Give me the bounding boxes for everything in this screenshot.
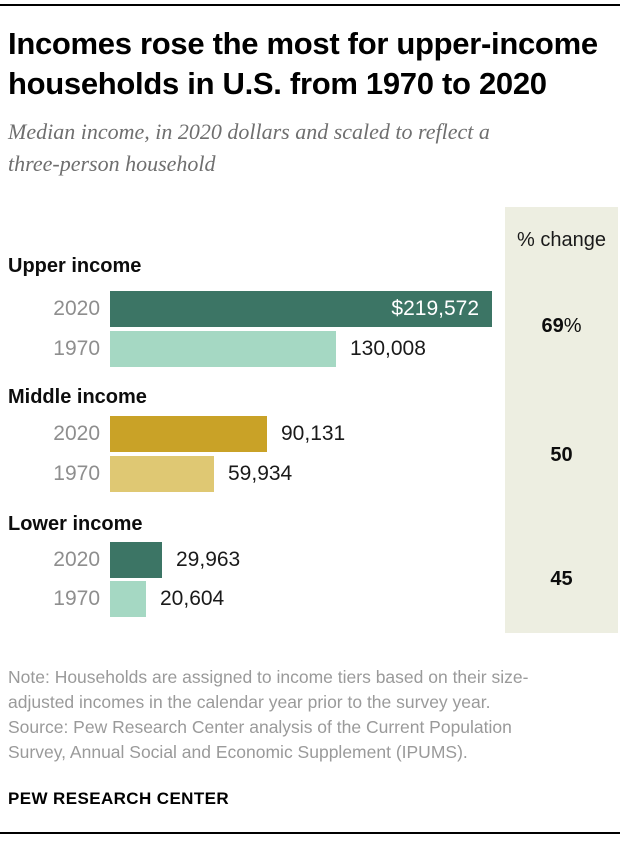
bottom-rule	[0, 832, 620, 834]
chart-subtitle: Median income, in 2020 dollars and scale…	[8, 116, 490, 180]
year-label-1970: 1970	[53, 587, 100, 610]
bar-lower-income-2020	[110, 542, 162, 578]
bar-row-upper-income-1970: 1970 130,008	[0, 331, 620, 367]
value-label-middle-income-1970: 59,934	[228, 462, 293, 485]
subtitle-line-1: Median income, in 2020 dollars and scale…	[8, 119, 490, 144]
title-line-2: households in U.S. from 1970 to 2020	[8, 66, 547, 101]
pct-change-lower-income: 45	[505, 561, 618, 597]
value-label-upper-income-2020: $219,572	[391, 297, 479, 320]
brand-signature: PEW RESEARCH CENTER	[8, 789, 230, 808]
footnote-line-1: Note: Households are assigned to income …	[8, 667, 529, 687]
group-label-middle-income: Middle income	[8, 386, 147, 408]
year-label-2020: 2020	[53, 548, 100, 571]
bar-upper-income-2020	[110, 291, 492, 327]
pct-change-panel	[505, 207, 618, 633]
source-line-1: Source: Pew Research Center analysis of …	[8, 717, 512, 737]
year-label-2020: 2020	[53, 297, 100, 320]
value-label-lower-income-1970: 20,604	[160, 587, 225, 610]
subtitle-line-2: three-person household	[8, 151, 216, 176]
bar-middle-income-1970	[110, 456, 214, 492]
group-label-lower-income: Lower income	[8, 513, 143, 535]
pct-change-number-upper-income: 69	[541, 315, 564, 337]
bar-middle-income-2020	[110, 416, 267, 452]
year-label-1970: 1970	[53, 462, 100, 485]
bar-upper-income-1970	[110, 331, 336, 367]
year-label-2020: 2020	[53, 422, 100, 445]
pct-change-middle-income: 50	[505, 437, 618, 473]
pct-change-number-lower-income: 45	[550, 568, 573, 590]
source-line-2: Survey, Annual Social and Economic Suppl…	[8, 742, 468, 762]
chart-title: Incomes rose the most for upper-income h…	[8, 24, 598, 104]
bar-row-lower-income-1970: 1970 20,604	[0, 581, 620, 617]
bar-lower-income-1970	[110, 581, 146, 617]
bar-row-middle-income-1970: 1970 59,934	[0, 456, 620, 492]
group-label-upper-income: Upper income	[8, 255, 142, 277]
pct-change-column-header: % change	[517, 229, 606, 251]
title-line-1: Incomes rose the most for upper-income	[8, 26, 598, 61]
value-label-lower-income-2020: 29,963	[176, 548, 241, 571]
footnote-block: Note: Households are assigned to income …	[8, 665, 528, 765]
bar-row-upper-income-2020: 2020 $219,572	[0, 291, 620, 327]
footnote-line-2: adjusted incomes in the calendar year pr…	[8, 692, 491, 712]
bar-row-lower-income-2020: 2020 29,963	[0, 542, 620, 578]
top-rule	[0, 4, 620, 6]
value-label-middle-income-2020: 90,131	[281, 422, 346, 445]
pct-change-suffix-upper-income: %	[563, 315, 582, 337]
year-label-1970: 1970	[53, 337, 100, 360]
bar-row-middle-income-2020: 2020 90,131	[0, 416, 620, 452]
pct-change-upper-income: 69%	[505, 308, 618, 344]
value-label-upper-income-1970: 130,008	[350, 337, 426, 360]
pct-change-number-middle-income: 50	[550, 444, 573, 466]
bar-chart: % change Upper income 2020 $219,572 1970 130…	[0, 207, 620, 633]
